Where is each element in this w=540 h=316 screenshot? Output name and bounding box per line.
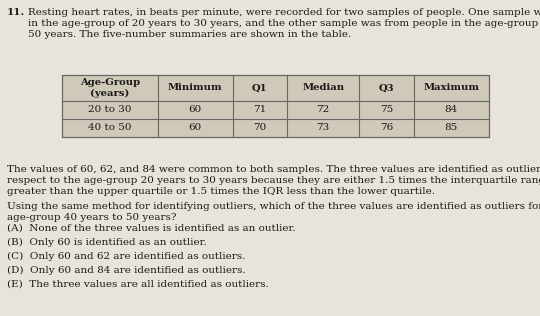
Text: in the age-group of 20 years to 30 years, and the other sample was from people i: in the age-group of 20 years to 30 years… <box>28 19 540 28</box>
Text: Resting heart rates, in beats per minute, were recorded for two samples of peopl: Resting heart rates, in beats per minute… <box>28 8 540 17</box>
Text: 70: 70 <box>253 124 267 132</box>
Text: (D)  Only 60 and 84 are identified as outliers.: (D) Only 60 and 84 are identified as out… <box>7 266 246 275</box>
Text: (E)  The three values are all identified as outliers.: (E) The three values are all identified … <box>7 280 269 289</box>
Text: (A)  None of the three values is identified as an outlier.: (A) None of the three values is identifi… <box>7 224 295 233</box>
Bar <box>62 75 489 137</box>
Text: Minimum: Minimum <box>168 83 222 93</box>
Text: 76: 76 <box>380 124 393 132</box>
Text: 50 years. The five-number summaries are shown in the table.: 50 years. The five-number summaries are … <box>28 30 351 39</box>
Text: 71: 71 <box>253 106 267 114</box>
Text: (C)  Only 60 and 62 are identified as outliers.: (C) Only 60 and 62 are identified as out… <box>7 252 245 261</box>
Text: Age-Group
(years): Age-Group (years) <box>80 78 140 98</box>
Text: Q3: Q3 <box>379 83 394 93</box>
Text: age-group 40 years to 50 years?: age-group 40 years to 50 years? <box>7 213 177 222</box>
Text: Median: Median <box>302 83 345 93</box>
Text: respect to the age-group 20 years to 30 years because they are either 1.5 times : respect to the age-group 20 years to 30 … <box>7 176 540 185</box>
Text: greater than the upper quartile or 1.5 times the IQR less than the lower quartil: greater than the upper quartile or 1.5 t… <box>7 187 435 196</box>
Text: 85: 85 <box>444 124 458 132</box>
Text: The values of 60, 62, and 84 were common to both samples. The three values are i: The values of 60, 62, and 84 were common… <box>7 165 540 174</box>
Text: 11.: 11. <box>7 8 25 17</box>
Text: (B)  Only 60 is identified as an outlier.: (B) Only 60 is identified as an outlier. <box>7 238 207 247</box>
Text: 20 to 30: 20 to 30 <box>88 106 132 114</box>
Text: 75: 75 <box>380 106 393 114</box>
Text: 60: 60 <box>188 106 202 114</box>
Text: 72: 72 <box>316 106 330 114</box>
Text: 84: 84 <box>444 106 458 114</box>
Text: 73: 73 <box>316 124 330 132</box>
Text: 60: 60 <box>188 124 202 132</box>
Text: Maximum: Maximum <box>423 83 479 93</box>
Text: Using the same method for identifying outliers, which of the three values are id: Using the same method for identifying ou… <box>7 202 540 211</box>
Text: Q1: Q1 <box>252 83 268 93</box>
Text: 40 to 50: 40 to 50 <box>88 124 132 132</box>
